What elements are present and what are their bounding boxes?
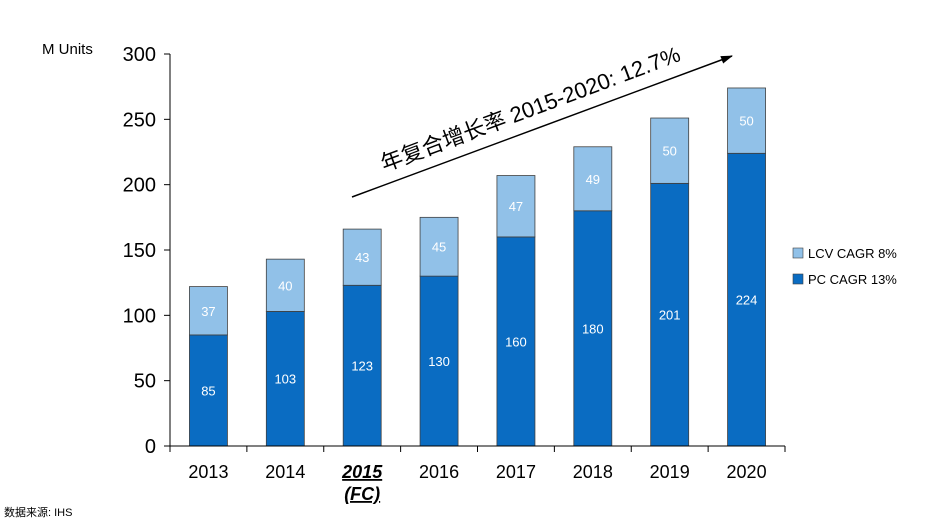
x-tick-label: 2015 — [341, 462, 383, 482]
data-label: 45 — [432, 240, 446, 255]
bar-segment — [573, 210, 613, 447]
bar-segment — [650, 182, 690, 447]
bar-segment — [496, 175, 536, 238]
data-label: 85 — [201, 383, 215, 398]
bar-segment — [342, 284, 382, 447]
x-tick-label: 2020 — [727, 462, 767, 482]
bar-segment — [650, 117, 690, 184]
bar-segment — [727, 152, 766, 447]
x-tick-label: 2014 — [265, 462, 305, 482]
y-tick-label: 300 — [123, 44, 156, 66]
x-tick-label: 2016 — [419, 462, 459, 482]
data-label: 130 — [428, 354, 450, 369]
bar-segment — [419, 275, 459, 447]
y-tick-label: 100 — [123, 305, 156, 327]
bar-segment — [189, 334, 228, 447]
legend-label: LCV CAGR 8% — [808, 246, 897, 261]
data-label: 103 — [274, 372, 296, 387]
data-label: 43 — [355, 250, 369, 265]
data-label: 180 — [582, 321, 604, 336]
legend-label: PC CAGR 13% — [808, 272, 897, 287]
x-tick-label: 2019 — [650, 462, 690, 482]
legend: LCV CAGR 8% PC CAGR 13% — [792, 246, 897, 287]
x-tick-label: 2017 — [496, 462, 536, 482]
data-label: 49 — [586, 172, 600, 187]
data-label: 160 — [505, 334, 527, 349]
data-label: 50 — [662, 144, 676, 159]
data-label: 201 — [659, 308, 681, 323]
bars: 85 37 103 40 123 43 130 45 160 47 180 49 201 50 224 50 — [189, 87, 766, 447]
bar-segment — [342, 228, 382, 286]
x-tick-label: 2018 — [573, 462, 613, 482]
data-label: 50 — [739, 114, 753, 129]
source-note: 数据来源: IHS — [4, 507, 73, 519]
data-label: 47 — [509, 199, 523, 214]
bar-segment — [573, 146, 613, 212]
y-axis: 0 50 100 150 200 250 300 M Units — [42, 41, 171, 458]
bar-segment — [727, 87, 766, 154]
trend-arrow — [351, 55, 733, 198]
bar-segment — [265, 258, 305, 312]
data-label: 224 — [736, 293, 758, 308]
cagr-annotation: 年复合增长率 2015-2020: 12.7% — [377, 42, 684, 177]
bar-segment — [419, 216, 459, 277]
x-tick-label: 2013 — [188, 462, 228, 482]
data-label: 37 — [201, 304, 215, 319]
legend-swatch — [792, 247, 804, 259]
x-tick-label: (FC) — [344, 484, 380, 504]
y-tick-label: 0 — [145, 436, 156, 458]
legend-swatch — [792, 273, 804, 285]
data-label: 40 — [278, 278, 292, 293]
y-tick-label: 150 — [123, 240, 156, 262]
y-axis-title: M Units — [42, 41, 93, 58]
x-axis: 2013 2014 2015(FC) 2016 2017 2018 2019 2020 — [169, 445, 786, 504]
data-label: 123 — [351, 359, 373, 374]
bar-segment — [189, 286, 228, 336]
y-tick-label: 200 — [123, 175, 156, 197]
y-tick-label: 50 — [134, 371, 156, 393]
y-tick-label: 250 — [123, 109, 156, 131]
bar-segment — [265, 311, 305, 447]
